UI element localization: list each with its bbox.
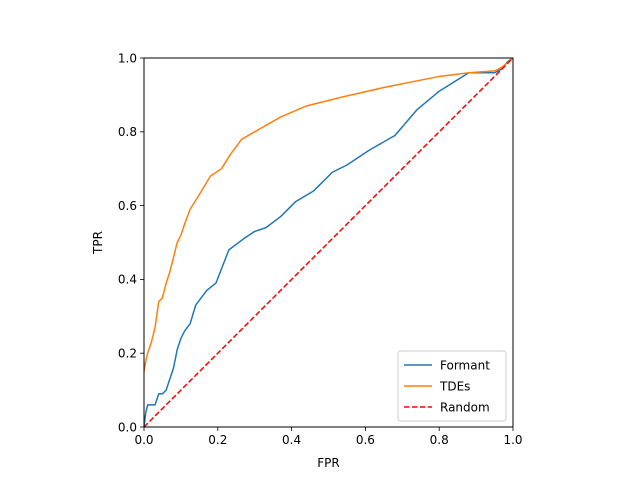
ticks-layer: 0.0 0.2 0.4 0.6 0.8 1.0 0.0 0.2 0.4 0.6 0.8 1.0 bbox=[118, 51, 523, 447]
series-layer bbox=[144, 58, 513, 427]
x-tick-label: 0.4 bbox=[282, 433, 301, 447]
legend-label-formant: Formant bbox=[440, 359, 490, 373]
x-tick-label: 1.0 bbox=[503, 433, 522, 447]
legend: Formant TDEs Random bbox=[397, 350, 507, 422]
x-tick-label: 0.6 bbox=[356, 433, 375, 447]
plot-frame bbox=[143, 57, 514, 428]
y-axis-label: TPR bbox=[91, 231, 105, 255]
x-tick-label: 0.0 bbox=[134, 433, 153, 447]
series-line-random bbox=[144, 58, 513, 427]
series-line-tdes bbox=[144, 58, 513, 372]
x-tick-label: 0.8 bbox=[430, 433, 449, 447]
y-tick-label: 0.8 bbox=[118, 125, 137, 139]
y-tick-label: 1.0 bbox=[118, 51, 137, 65]
y-tick-label: 0.4 bbox=[118, 273, 137, 287]
y-tick-label: 0.2 bbox=[118, 347, 137, 361]
series-line-formant bbox=[144, 58, 513, 427]
legend-label-tdes: TDEs bbox=[439, 380, 470, 394]
legend-label-random: Random bbox=[440, 401, 490, 415]
y-tick-label: 0.0 bbox=[118, 420, 137, 434]
y-tick-label: 0.6 bbox=[118, 199, 137, 213]
legend-box bbox=[397, 350, 507, 422]
x-tick-label: 0.2 bbox=[208, 433, 227, 447]
x-axis-label: FPR bbox=[317, 456, 339, 470]
